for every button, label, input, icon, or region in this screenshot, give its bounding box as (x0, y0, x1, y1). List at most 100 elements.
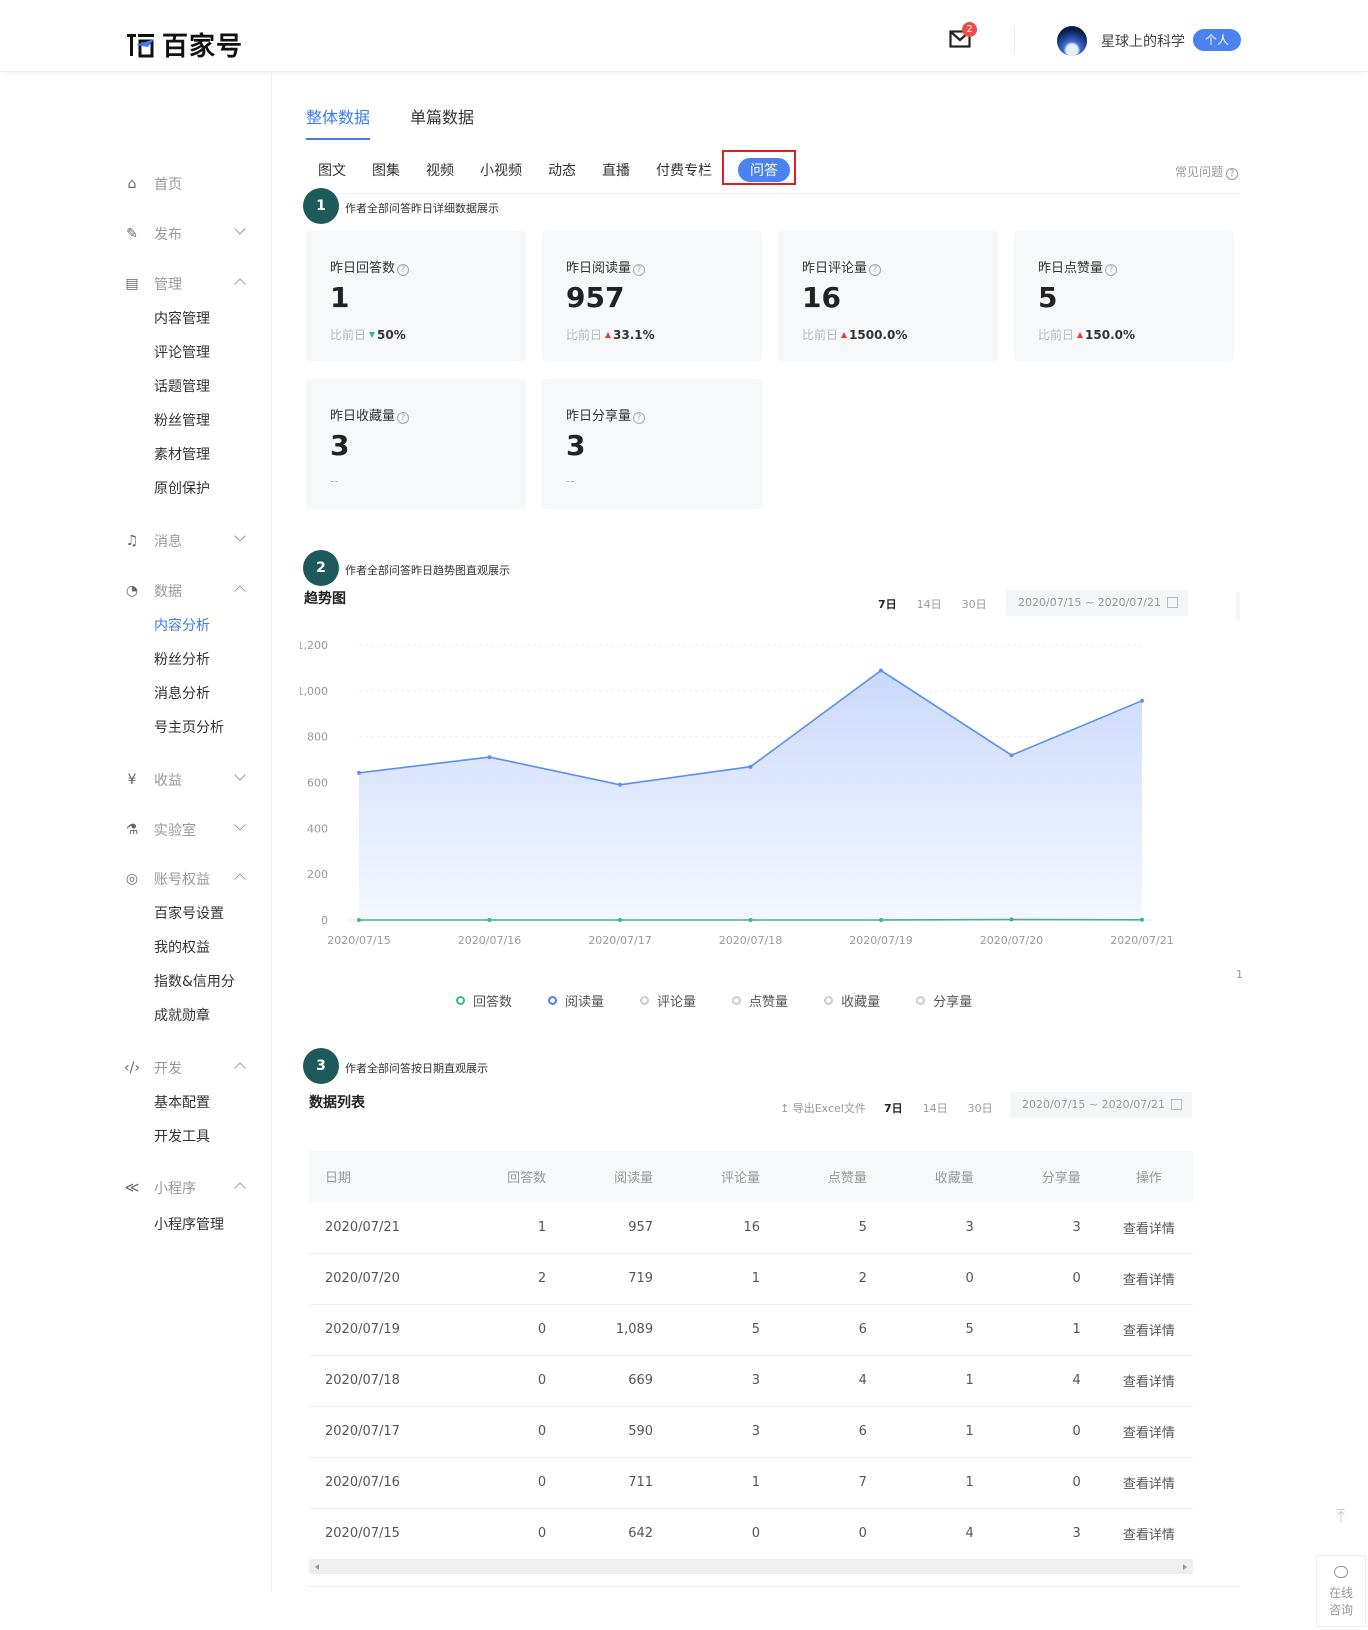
subtab-qa[interactable]: 问答 (738, 158, 790, 182)
sidebar-item[interactable]: 话题管理 (154, 379, 210, 395)
trend-date-picker[interactable]: 2020/07/15 ~ 2020/07/21 (1006, 590, 1188, 616)
sidebar-item[interactable]: 内容管理 (154, 311, 210, 327)
chart-overflow-label: 1 (1236, 968, 1243, 981)
logo[interactable]: 百家号 (126, 26, 243, 63)
scroll-left-icon[interactable] (315, 1564, 319, 1570)
y-tick-label: 600 (307, 777, 328, 790)
online-consult-button[interactable]: 在线 咨询 (1316, 1555, 1366, 1627)
trend-range-7d[interactable]: 7日 (878, 598, 897, 611)
sidebar-item[interactable]: 百家号设置 (154, 906, 224, 922)
username[interactable]: 星球上的科学 (1101, 34, 1185, 50)
sidebar-group-6[interactable]: ⚗ 实验室 (124, 818, 254, 842)
back-to-top-button[interactable]: ⤒ (1318, 1506, 1364, 1546)
sidebar-group-9[interactable]: ≪ 小程序 (124, 1176, 254, 1200)
trend-up-icon (841, 332, 848, 338)
step-2-marker: 2 (303, 550, 339, 586)
subtab-short-video[interactable]: 小视频 (480, 163, 522, 179)
table-range-7d[interactable]: 7日 (884, 1102, 903, 1115)
sidebar-item[interactable]: 小程序管理 (154, 1217, 224, 1233)
legend-marker (916, 996, 926, 1005)
data-point (618, 918, 622, 922)
stat-compare: 比前日 150.0% (1038, 328, 1135, 342)
legend-label: 评论量 (657, 995, 697, 1010)
x-tick-label: 2020/07/19 (849, 934, 912, 947)
help-icon[interactable]: ? (397, 264, 410, 276)
sidebar-item[interactable]: 我的权益 (154, 940, 210, 956)
subtab-video[interactable]: 视频 (426, 163, 454, 179)
sidebar-item[interactable]: 开发工具 (154, 1129, 210, 1145)
subtab-gallery[interactable]: 图集 (372, 163, 400, 179)
subtab-paid-column[interactable]: 付费专栏 (656, 163, 712, 179)
sidebar-item[interactable]: 评论管理 (154, 345, 210, 361)
export-excel-button[interactable]: ↥ 导出Excel文件 (780, 1100, 866, 1116)
help-icon[interactable]: ? (397, 412, 410, 424)
help-icon[interactable]: ? (869, 264, 882, 276)
legend-item[interactable]: 分享量 (916, 991, 972, 1010)
table-cell: 1 (997, 1304, 1105, 1356)
sidebar-group-0[interactable]: ⌂ 首页 (124, 172, 254, 196)
sidebar-item[interactable]: 成就勋章 (154, 1008, 210, 1024)
faq-link[interactable]: 常见问题? (1175, 163, 1239, 180)
chart-legend: 回答数 阅读量 评论量 点赞量 收藏量 分享量 (456, 991, 1008, 1010)
step-3-marker: 3 (303, 1048, 339, 1084)
sidebar-item[interactable]: 粉丝管理 (154, 413, 210, 429)
subtab-live[interactable]: 直播 (602, 163, 630, 179)
subtab-dynamic[interactable]: 动态 (548, 163, 576, 179)
sidebar-group-2[interactable]: ▤ 管理 (124, 272, 254, 296)
table-cell: 957 (570, 1202, 678, 1254)
sidebar-item[interactable]: 指数&信用分 (154, 974, 235, 990)
sidebar-item[interactable]: 号主页分析 (154, 720, 224, 736)
table-cell: 642 (570, 1508, 678, 1560)
tab-overall-data[interactable]: 整体数据 (306, 104, 371, 140)
sidebar-group-3[interactable]: ♫ 消息 (124, 529, 254, 553)
sidebar-group-4[interactable]: ◔ 数据 (124, 579, 254, 603)
legend-item[interactable]: 评论量 (640, 991, 696, 1010)
view-detail-link[interactable]: 查看详情 (1104, 1202, 1193, 1254)
sidebar-group-1[interactable]: ✎ 发布 (124, 222, 254, 246)
sidebar-group-label: 开发 (154, 1061, 182, 1077)
sidebar-group-8[interactable]: ‹/› 开发 (124, 1056, 254, 1080)
table-cell: 3 (890, 1202, 998, 1254)
view-detail-link[interactable]: 查看详情 (1104, 1253, 1193, 1305)
table-cell: 669 (570, 1355, 678, 1407)
legend-item[interactable]: 回答数 (456, 991, 512, 1010)
help-icon[interactable]: ? (633, 412, 646, 424)
subtab-article[interactable]: 图文 (318, 163, 346, 179)
scroll-right-icon[interactable] (1183, 1564, 1187, 1570)
table-cell: 0 (463, 1304, 571, 1356)
sidebar-item[interactable]: 原创保护 (154, 481, 210, 497)
table-horizontal-scrollbar[interactable] (309, 1560, 1193, 1574)
table-range-30d[interactable]: 30日 (967, 1102, 993, 1115)
tab-single-article-data[interactable]: 单篇数据 (410, 108, 475, 127)
miniapp-icon: ≪ (124, 1180, 140, 1196)
view-detail-link[interactable]: 查看详情 (1104, 1457, 1193, 1509)
legend-item[interactable]: 点赞量 (732, 991, 788, 1010)
sidebar-item[interactable]: 粉丝分析 (154, 652, 210, 668)
sidebar-group-5[interactable]: ¥ 收益 (124, 768, 254, 792)
table-cell: 5 (784, 1202, 891, 1254)
avatar[interactable] (1057, 26, 1087, 56)
legend-item[interactable]: 阅读量 (548, 991, 604, 1010)
table-date-picker[interactable]: 2020/07/15 ~ 2020/07/21 (1010, 1092, 1192, 1118)
help-icon[interactable]: ? (633, 264, 646, 276)
trend-range-30d[interactable]: 30日 (961, 598, 987, 611)
help-icon[interactable]: ? (1105, 264, 1118, 276)
sidebar-item[interactable]: 消息分析 (154, 686, 210, 702)
sidebar-group-7[interactable]: ◎ 账号权益 (124, 867, 254, 891)
table-cell: 3 (677, 1355, 784, 1407)
view-detail-link[interactable]: 查看详情 (1104, 1406, 1193, 1458)
sidebar-item[interactable]: 素材管理 (154, 447, 210, 463)
pie-chart-icon: ◔ (125, 583, 139, 599)
sidebar-item[interactable]: 内容分析 (154, 618, 210, 634)
trend-up-icon (1077, 332, 1084, 338)
chevron-up-icon (234, 1062, 246, 1074)
legend-item[interactable]: 收藏量 (824, 991, 880, 1010)
stat-value: 16 (802, 281, 841, 314)
view-detail-link[interactable]: 查看详情 (1104, 1355, 1193, 1407)
table-range-14d[interactable]: 14日 (922, 1102, 948, 1115)
view-detail-link[interactable]: 查看详情 (1104, 1304, 1193, 1356)
sidebar-item[interactable]: 基本配置 (154, 1095, 210, 1111)
trend-range-14d[interactable]: 14日 (916, 598, 942, 611)
table-cell: 0 (463, 1406, 571, 1458)
view-detail-link[interactable]: 查看详情 (1104, 1508, 1193, 1560)
